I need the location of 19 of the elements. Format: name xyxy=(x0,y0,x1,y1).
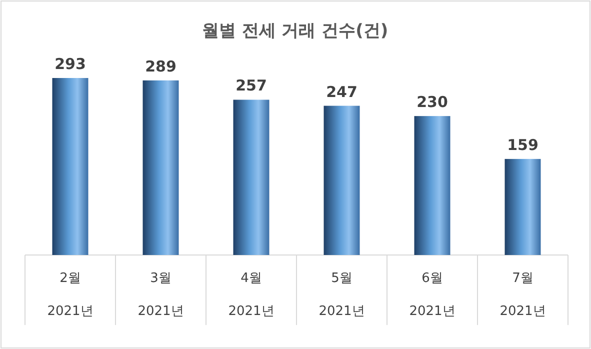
text: 2021년 xyxy=(500,304,546,319)
x-tick-label: 3월 xyxy=(150,271,172,286)
data-label: 230 xyxy=(416,93,448,112)
x-tick-label: 4월 xyxy=(240,271,262,286)
data-label: 257 xyxy=(236,76,267,95)
text: 2021년 xyxy=(409,304,456,319)
text: 2021년 xyxy=(138,304,184,319)
text: 2021년 xyxy=(47,304,94,319)
title: 월별 전세 거래 건수(건) xyxy=(202,21,388,41)
data-label: 289 xyxy=(145,57,176,76)
data-label: 293 xyxy=(54,55,86,73)
text: 2021년 xyxy=(318,304,365,319)
text: 2021년 xyxy=(228,304,274,319)
x-tick-label: 5월 xyxy=(331,271,352,286)
x-tick-label: 7월 xyxy=(512,271,534,286)
data-label: 247 xyxy=(326,82,358,101)
x-tick-label: 6월 xyxy=(422,271,443,286)
x-tick-label: 2월 xyxy=(60,271,81,286)
data-label: 159 xyxy=(507,136,538,154)
